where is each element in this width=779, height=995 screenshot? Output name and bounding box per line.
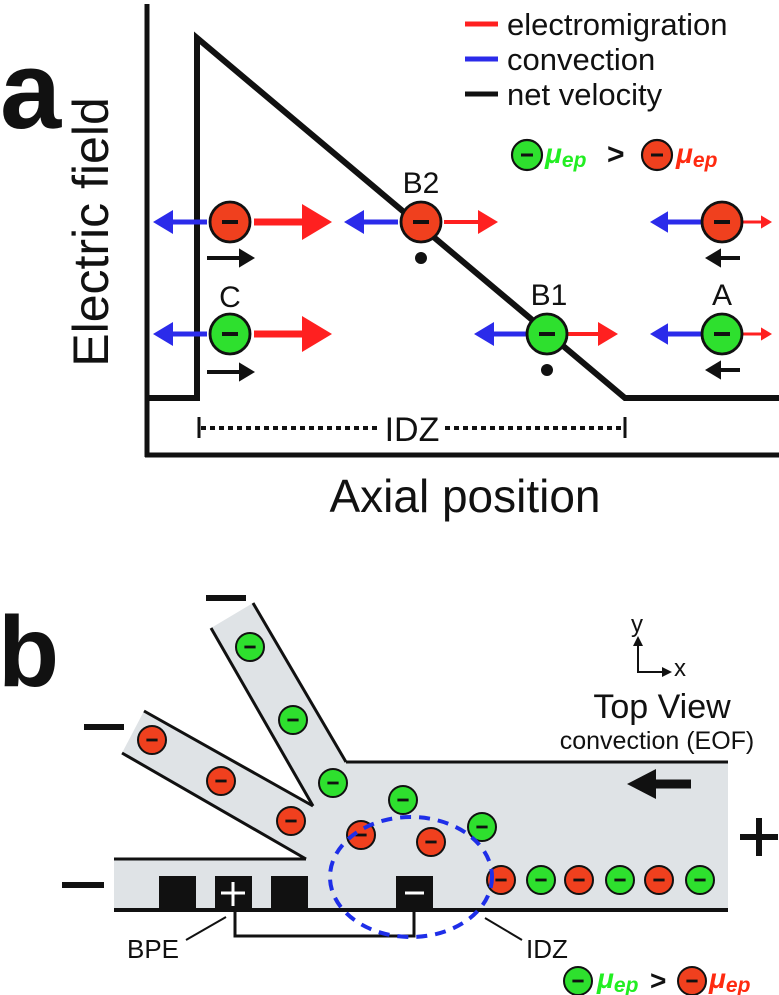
ion-c-red (208, 200, 252, 244)
electromigration-arrow (254, 204, 332, 240)
red-anion (416, 827, 446, 857)
green-anion (605, 865, 635, 895)
legend-label: convection (507, 42, 655, 77)
point-label-c: C (219, 281, 241, 314)
idz-ring (328, 815, 494, 939)
legend-ion-green (510, 138, 544, 172)
polarity-marks (62, 595, 778, 888)
bpe-wire (233, 910, 416, 938)
net-velocity-arrow (207, 362, 255, 382)
green-anion (388, 785, 418, 815)
idz-label-a: IDZ (385, 411, 440, 449)
stationary-dot-b1 (541, 364, 553, 376)
ions-b (137, 632, 715, 995)
red-anion (206, 766, 236, 796)
electrodes (159, 876, 433, 938)
mu-ep-green: μep (544, 138, 587, 172)
convection-arrow (650, 211, 703, 233)
point-label-b2: B2 (403, 167, 440, 200)
legend-ion-green (563, 966, 593, 995)
green-anion (318, 768, 348, 798)
red-anion (486, 865, 516, 895)
ion-a-green (700, 312, 744, 356)
convection-arrow (650, 323, 703, 345)
greater-than: > (650, 965, 666, 995)
flow-label: convection (EOF) (560, 727, 755, 755)
point-label-a: A (712, 279, 732, 312)
ion-b2-red (399, 200, 443, 244)
electromigration-arrow (568, 322, 618, 346)
x-axis-label: Axial position (329, 470, 600, 522)
legend: electromigration convection net velocity (465, 7, 728, 112)
y-axis-label: Electric field (63, 97, 119, 367)
mobility-relation-b: μep > μep (596, 963, 751, 995)
green-anion (526, 865, 556, 895)
electric-field-profile (147, 31, 779, 401)
convection-arrow (153, 322, 207, 346)
ions-a (208, 200, 744, 356)
idz-span: IDZ (197, 411, 627, 449)
legend-ion-red (640, 138, 674, 172)
electrode-1 (159, 876, 196, 910)
eof-arrow (627, 769, 691, 799)
microchannel (114, 603, 728, 910)
view-title: Top View (593, 688, 731, 726)
idz-leader (484, 917, 523, 941)
net-velocity-arrow (207, 248, 255, 268)
velocity-arrows (153, 204, 772, 382)
panel-a: a Electric field Axial position electrom… (0, 4, 779, 522)
convection-arrow (344, 210, 398, 234)
legend-ion-red (677, 966, 707, 995)
axis-x-label: x (674, 655, 686, 682)
stationary-dot-b2 (415, 252, 427, 264)
mu-ep-green: μep (596, 963, 639, 995)
idz-label-b: IDZ (526, 934, 568, 964)
axes-indicator: y x (631, 611, 686, 682)
green-anion (467, 812, 497, 842)
green-anion (235, 632, 265, 662)
convection-arrow (474, 322, 526, 346)
red-anion (276, 806, 306, 836)
red-anion (644, 865, 674, 895)
mobility-relation-a: μep > μep (510, 138, 718, 172)
red-anion (137, 725, 167, 755)
electromigration-arrow (742, 327, 772, 341)
green-anion (685, 865, 715, 895)
electrode-3 (271, 876, 308, 910)
legend-label: electromigration (507, 7, 728, 42)
ion-c-green (208, 312, 252, 356)
net-velocity-arrow (705, 248, 740, 268)
ion-a-red (700, 200, 744, 244)
legend-label: net velocity (507, 77, 663, 112)
panel-a-label: a (0, 29, 62, 152)
bpe-leader (185, 916, 227, 941)
net-velocity-arrow (705, 360, 740, 380)
panel-b-label: b (0, 596, 59, 708)
axis-y-label: y (631, 611, 643, 638)
electromigration-arrow (742, 215, 772, 229)
red-anion (564, 865, 594, 895)
greater-than: > (607, 138, 625, 171)
ion-b1-green (525, 312, 569, 356)
panel-b: b BPE (0, 595, 778, 995)
mu-ep-red: μep (708, 963, 751, 995)
convection-arrow (153, 210, 207, 234)
electromigration-arrow (254, 316, 332, 352)
green-anion (278, 705, 308, 735)
bpe-label: BPE (127, 934, 179, 964)
point-label-b1: B1 (531, 279, 568, 312)
mu-ep-red: μep (675, 138, 718, 172)
electromigration-arrow (444, 210, 498, 234)
